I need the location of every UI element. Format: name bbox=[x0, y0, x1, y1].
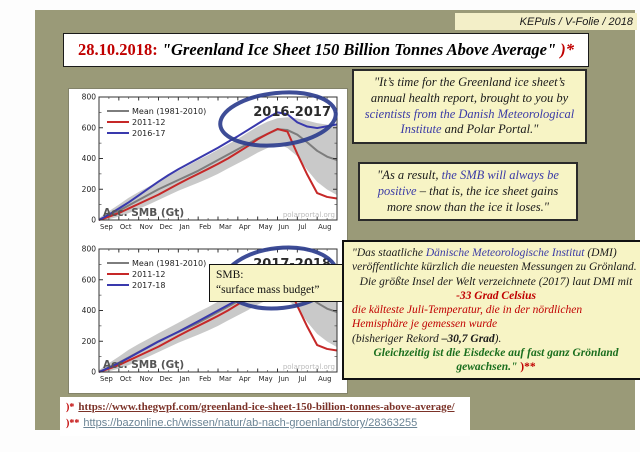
footnote-link-1[interactable]: https://www.thegwpf.com/greenland-ice-sh… bbox=[78, 401, 455, 413]
svg-text:Acc. SMB (Gt): Acc. SMB (Gt) bbox=[103, 207, 184, 219]
quote-box-english-2: "As a result, the SMB will always be pos… bbox=[358, 162, 578, 222]
svg-text:600: 600 bbox=[82, 275, 97, 284]
svg-text:400: 400 bbox=[82, 306, 97, 315]
svg-text:0: 0 bbox=[91, 216, 96, 225]
svg-text:Oct: Oct bbox=[120, 223, 132, 231]
svg-text:600: 600 bbox=[82, 123, 97, 132]
smb-definition-note: SMB: “surface mass budget” bbox=[209, 264, 353, 302]
svg-text:Feb: Feb bbox=[199, 223, 211, 231]
svg-text:Acc. SMB (Gt): Acc. SMB (Gt) bbox=[103, 359, 184, 371]
smb-chart-2016-2017: 0 200 400 600 800 Sep Oct Nov Dec Jan Feb Mar Apr May… bbox=[82, 90, 338, 231]
svg-text:200: 200 bbox=[82, 185, 97, 194]
svg-text:Apr: Apr bbox=[239, 223, 251, 231]
smb-note-line2: “surface mass budget” bbox=[216, 283, 320, 296]
svg-text:2016-2017: 2016-2017 bbox=[253, 105, 331, 120]
svg-text:Dec: Dec bbox=[160, 223, 173, 231]
svg-text:200: 200 bbox=[82, 337, 97, 346]
charts-panel: 0 200 400 600 800 Sep Oct Nov Dec Jan Feb Mar Apr May… bbox=[68, 88, 353, 394]
svg-text:Jun: Jun bbox=[278, 223, 290, 231]
quote-box-english-1: "It’s time for the Greenland ice sheet’s… bbox=[352, 69, 587, 144]
svg-text:800: 800 bbox=[82, 93, 97, 102]
footnote-link-2[interactable]: https://bazonline.ch/wissen/natur/ab-nac… bbox=[83, 416, 418, 429]
svg-text:Dec: Dec bbox=[160, 375, 173, 383]
smb-note-line1: SMB: bbox=[216, 269, 244, 281]
svg-text:Jan: Jan bbox=[178, 223, 189, 231]
svg-text:May: May bbox=[259, 223, 273, 231]
svg-text:May: May bbox=[259, 375, 273, 383]
svg-text:2017-18: 2017-18 bbox=[132, 281, 165, 290]
svg-text:Sep: Sep bbox=[100, 375, 113, 383]
svg-text:Feb: Feb bbox=[199, 375, 211, 383]
svg-text:2011-12: 2011-12 bbox=[132, 270, 165, 279]
svg-text:polarportal.org: polarportal.org bbox=[283, 363, 335, 371]
svg-text:polarportal.org: polarportal.org bbox=[283, 211, 335, 219]
svg-text:Nov: Nov bbox=[140, 223, 153, 231]
footnote-marker-2: )** bbox=[66, 417, 80, 429]
svg-text:Jul: Jul bbox=[297, 375, 306, 383]
svg-text:Nov: Nov bbox=[140, 375, 153, 383]
svg-text:2016-17: 2016-17 bbox=[132, 129, 165, 138]
svg-text:Mean (1981-2010): Mean (1981-2010) bbox=[132, 107, 206, 116]
german-text-box: "Das staatliche Dänische Meteorologische… bbox=[342, 240, 640, 381]
svg-text:Jun: Jun bbox=[278, 375, 290, 383]
footnote-marker-1: )* bbox=[66, 402, 75, 413]
svg-text:2011-12: 2011-12 bbox=[132, 118, 165, 127]
svg-text:0: 0 bbox=[91, 368, 96, 377]
slide-header-label: KEPuls / V-Folie / 2018 bbox=[455, 13, 637, 30]
svg-text:Mar: Mar bbox=[219, 223, 232, 231]
svg-text:800: 800 bbox=[82, 245, 97, 254]
slide: KEPuls / V-Folie / 2018 28.10.2018: "Gre… bbox=[35, 10, 640, 436]
svg-text:Jul: Jul bbox=[297, 223, 306, 231]
svg-text:400: 400 bbox=[82, 154, 97, 163]
footnote-row-1: )* https://www.thegwpf.com/greenland-ice-… bbox=[66, 400, 464, 416]
svg-text:Aug: Aug bbox=[318, 223, 331, 231]
svg-text:Jan: Jan bbox=[178, 375, 189, 383]
svg-text:Apr: Apr bbox=[239, 375, 251, 383]
svg-text:Mean (1981-2010): Mean (1981-2010) bbox=[132, 259, 206, 268]
slide-title-text: 28.10.2018: "Greenland Ice Sheet 150 Bil… bbox=[77, 40, 575, 59]
svg-text:Sep: Sep bbox=[100, 223, 113, 231]
svg-text:Mar: Mar bbox=[219, 375, 232, 383]
footnote-links-box: )* https://www.thegwpf.com/greenland-ice-… bbox=[60, 397, 470, 436]
svg-text:Oct: Oct bbox=[120, 375, 132, 383]
svg-text:Aug: Aug bbox=[318, 375, 331, 383]
slide-title-box: 28.10.2018: "Greenland Ice Sheet 150 Bil… bbox=[63, 33, 589, 67]
footnote-row-2: )** https://bazonline.ch/wissen/natur/ab-… bbox=[66, 416, 464, 432]
